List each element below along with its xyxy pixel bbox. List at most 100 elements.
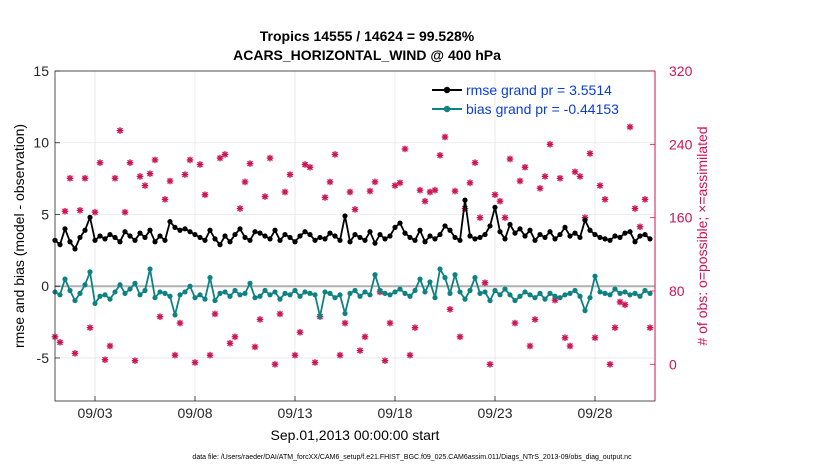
obs-count-marker xyxy=(501,214,509,221)
rmse-point xyxy=(377,231,383,238)
obs-count-stroke xyxy=(542,173,548,180)
rmse-point xyxy=(532,237,538,243)
obs-count-marker xyxy=(526,342,534,350)
rmse-point xyxy=(222,233,228,239)
obs-count-marker xyxy=(356,347,364,354)
bias-point xyxy=(647,290,653,296)
obs-count-stroke xyxy=(492,191,498,198)
bias-point xyxy=(487,297,493,304)
obs-count-stroke xyxy=(632,205,638,212)
rmse-point xyxy=(402,230,408,236)
obs-count-marker xyxy=(346,188,354,196)
rmse-point xyxy=(257,230,263,236)
obs-count-stroke xyxy=(277,310,283,317)
obs-count-stroke xyxy=(522,164,528,171)
rmse-point xyxy=(372,240,378,246)
obs-count-stroke xyxy=(592,334,598,341)
obs-count-marker xyxy=(436,152,444,159)
obs-count-stroke xyxy=(342,320,348,327)
bias-point xyxy=(247,280,253,286)
bias-point xyxy=(562,292,568,298)
rmse-point xyxy=(597,234,603,241)
obs-count-marker xyxy=(406,351,414,359)
obs-count-marker xyxy=(541,173,549,180)
bias-point xyxy=(132,280,138,286)
obs-count-stroke xyxy=(292,352,298,359)
obs-count-marker xyxy=(431,186,439,194)
obs-count-stroke xyxy=(157,313,163,320)
obs-count-marker xyxy=(536,185,544,192)
bias-point xyxy=(377,287,383,294)
rmse-point xyxy=(472,236,478,242)
obs-count-stroke xyxy=(297,329,303,336)
bias-point xyxy=(272,289,278,295)
obs-count-marker xyxy=(611,324,619,331)
bias-point xyxy=(427,279,433,285)
obs-count-marker xyxy=(111,174,119,182)
obs-count-stroke xyxy=(612,324,618,331)
obs-count-stroke xyxy=(362,333,368,340)
obs-count-marker xyxy=(86,324,94,331)
obs-count-marker xyxy=(556,174,564,182)
bias-point xyxy=(157,289,163,295)
rmse-point xyxy=(277,237,283,243)
obs-count-marker xyxy=(621,301,629,309)
rmse-point xyxy=(302,229,308,235)
obs-count-marker xyxy=(631,205,639,212)
obs-count-stroke xyxy=(467,179,473,186)
obs-count-stroke xyxy=(567,343,573,349)
obs-count-stroke xyxy=(382,357,388,364)
rmse-point xyxy=(227,239,233,245)
obs-count-marker xyxy=(146,170,154,177)
obs-count-marker xyxy=(491,191,499,199)
obs-count-stroke xyxy=(517,178,523,184)
obs-count-stroke xyxy=(147,170,153,177)
rmse-point xyxy=(612,233,618,239)
rmse-point xyxy=(412,237,418,243)
rmse-point xyxy=(147,227,153,233)
obs-count-marker xyxy=(511,319,519,327)
obs-count-stroke xyxy=(217,155,223,162)
bias-point xyxy=(322,289,328,295)
x-tick-label: 09/08 xyxy=(177,405,212,421)
bias-point xyxy=(162,290,168,296)
rmse-point xyxy=(337,237,343,243)
obs-count-marker xyxy=(181,171,189,178)
bias-point xyxy=(507,292,513,298)
obs-count-marker xyxy=(551,296,559,304)
obs-count-marker xyxy=(391,182,399,189)
rmse-point xyxy=(537,231,543,238)
bias-point xyxy=(422,289,428,295)
bias-point xyxy=(172,312,178,318)
bias-point xyxy=(357,293,363,299)
rmse-point xyxy=(347,239,353,245)
obs-count-stroke xyxy=(222,151,228,158)
obs-count-stroke xyxy=(457,333,463,340)
obs-count-stroke xyxy=(57,339,63,346)
bias-point xyxy=(452,272,458,278)
rmse-point xyxy=(202,237,208,243)
left-tick-label: 5 xyxy=(41,206,49,222)
obs-count-stroke xyxy=(562,334,568,341)
bias-point xyxy=(332,295,338,301)
bias-point xyxy=(77,290,83,296)
bias-point xyxy=(597,289,603,295)
obs-count-stroke xyxy=(307,164,313,171)
bias-point xyxy=(342,310,348,317)
rmse-point xyxy=(437,231,443,238)
obs-count-marker xyxy=(131,357,139,364)
obs-count-stroke xyxy=(402,145,408,152)
obs-count-stroke xyxy=(142,182,148,189)
obs-count-stroke xyxy=(127,159,133,166)
bias-point xyxy=(497,292,503,298)
legend-bias-text: bias grand pr = -0.44153 xyxy=(466,101,619,117)
bias-point xyxy=(217,290,223,296)
obs-count-stroke xyxy=(252,343,258,350)
rmse-point xyxy=(542,234,548,241)
rmse-point xyxy=(367,229,373,235)
bias-point xyxy=(477,290,483,296)
rmse-point xyxy=(162,237,168,243)
obs-count-stroke xyxy=(82,175,88,182)
obs-count-stroke xyxy=(417,187,423,194)
obs-count-marker xyxy=(101,356,109,364)
